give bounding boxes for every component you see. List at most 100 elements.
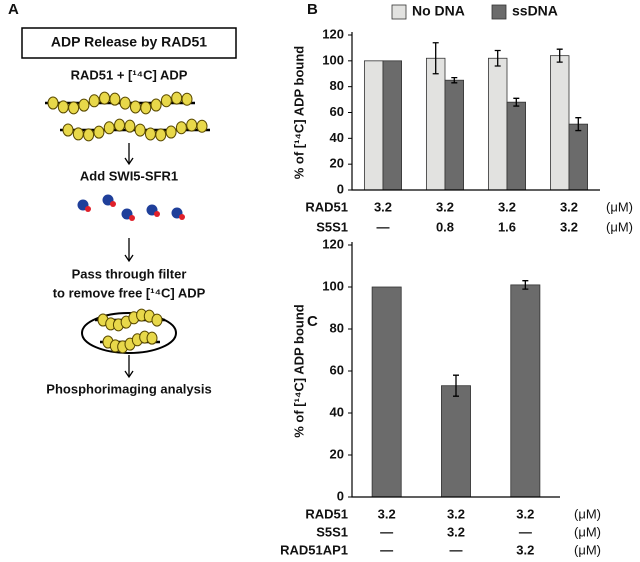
- condition-value: —: [519, 524, 532, 539]
- error-bar: [494, 49, 501, 67]
- swi5-sfr1-tag: [85, 206, 91, 212]
- y-tick-label: 120: [322, 26, 344, 41]
- condition-value: 3.2: [516, 506, 534, 521]
- legend-swatch: [491, 4, 507, 20]
- legend-label: ssDNA: [512, 3, 558, 19]
- condition-name: RAD51: [305, 199, 348, 214]
- condition-value: 3.2: [447, 524, 465, 539]
- swi5-sfr1-tag: [154, 211, 160, 217]
- bar: [506, 101, 527, 191]
- bar: [550, 55, 570, 191]
- y-tick-label: 20: [330, 446, 344, 461]
- bar: [371, 286, 402, 498]
- panel-label: A: [8, 1, 19, 18]
- bar: [510, 284, 541, 498]
- step-text: RAD51 + [¹⁴C] ADP: [71, 67, 188, 82]
- error-bar: [522, 280, 529, 290]
- rad51-protomer: [186, 118, 198, 132]
- error-bar: [453, 374, 459, 397]
- condition-name: RAD51AP1: [280, 542, 348, 557]
- y-axis-label: % of [¹⁴C] ADP bound: [291, 46, 306, 180]
- y-tick-label: 100: [322, 278, 344, 293]
- rad51-protomer: [93, 125, 105, 139]
- rad51-protomer: [165, 125, 177, 139]
- rad51-protomer: [124, 119, 136, 133]
- error-bar: [451, 76, 458, 84]
- y-tick-label: 40: [330, 130, 344, 145]
- rad51-protomer: [150, 98, 162, 112]
- rad51-protomer: [196, 119, 208, 133]
- condition-value: 3.2: [447, 506, 465, 521]
- bar: [363, 60, 384, 191]
- rad51-protomer: [109, 92, 121, 106]
- condition-unit: (μM): [606, 199, 633, 214]
- title-box: [21, 27, 237, 59]
- error-bar: [556, 48, 563, 63]
- condition-value: 3.2: [378, 506, 396, 521]
- condition-unit: (μM): [574, 524, 601, 539]
- rad51-protomer: [175, 121, 187, 135]
- condition-value: 3.2: [436, 199, 454, 214]
- rad51-protomer: [160, 94, 172, 108]
- condition-value: 3.2: [560, 199, 578, 214]
- decoration: [45, 91, 210, 354]
- condition-name: RAD51: [305, 506, 348, 521]
- condition-unit: (μM): [574, 542, 601, 557]
- y-tick-label: 80: [330, 320, 344, 335]
- arrows: [124, 143, 134, 379]
- rad51-protomer: [155, 128, 167, 142]
- condition-name: S5S1: [316, 219, 348, 234]
- rad51-protomer: [114, 118, 126, 132]
- bar: [444, 79, 465, 191]
- step-text: Add SWI5-SFR1: [80, 168, 178, 183]
- rad51-protomer: [103, 121, 115, 135]
- rad51-protomer: [151, 313, 163, 327]
- bar: [425, 57, 446, 191]
- y-tick-label: 100: [322, 52, 344, 67]
- rad51-protomer: [171, 91, 183, 105]
- y-tick-label: 0: [337, 488, 344, 503]
- condition-value: 3.2: [498, 199, 516, 214]
- rad51-protomer: [146, 331, 158, 345]
- error-bar: [432, 42, 439, 75]
- bar: [568, 123, 589, 191]
- rad51-protomer: [99, 91, 111, 105]
- rad51-protomer: [68, 101, 80, 115]
- y-tick-label: 120: [322, 236, 344, 251]
- panel-label: B: [307, 1, 318, 18]
- y-axis-label: % of [¹⁴C] ADP bound: [291, 304, 306, 438]
- legend-swatch: [391, 4, 407, 20]
- bar: [382, 60, 403, 191]
- rad51-protomer: [62, 123, 74, 137]
- rad51-protomer: [144, 127, 156, 141]
- condition-value: —: [377, 219, 390, 234]
- legend-label: No DNA: [412, 3, 465, 19]
- error-bar: [513, 97, 520, 107]
- condition-value: —: [450, 542, 463, 557]
- y-tick-label: 80: [330, 78, 344, 93]
- bar: [441, 385, 471, 498]
- y-tick-label: 0: [337, 181, 344, 196]
- swi5-sfr1-tag: [179, 214, 185, 220]
- rad51-protomer: [78, 98, 90, 112]
- y-tick-label: 60: [330, 104, 344, 119]
- rad51-protomer: [57, 100, 69, 114]
- axes: [351, 242, 560, 498]
- condition-value: 3.2: [374, 199, 392, 214]
- condition-value: 3.2: [516, 542, 534, 557]
- diagram-title: ADP Release by RAD51: [51, 34, 207, 50]
- rad51-protomer: [181, 92, 193, 106]
- condition-unit: (μM): [606, 219, 633, 234]
- bar: [487, 57, 508, 191]
- rad51-protomer: [140, 101, 152, 115]
- rad51-protomer: [83, 128, 95, 142]
- axes: [351, 32, 600, 191]
- panel-label: C: [307, 313, 318, 330]
- rad51-protomer: [72, 127, 84, 141]
- y-tick-label: 20: [330, 156, 344, 171]
- condition-value: 1.6: [498, 219, 516, 234]
- swi5-sfr1-tag: [110, 201, 116, 207]
- step-text: to remove free [¹⁴C] ADP: [53, 285, 206, 300]
